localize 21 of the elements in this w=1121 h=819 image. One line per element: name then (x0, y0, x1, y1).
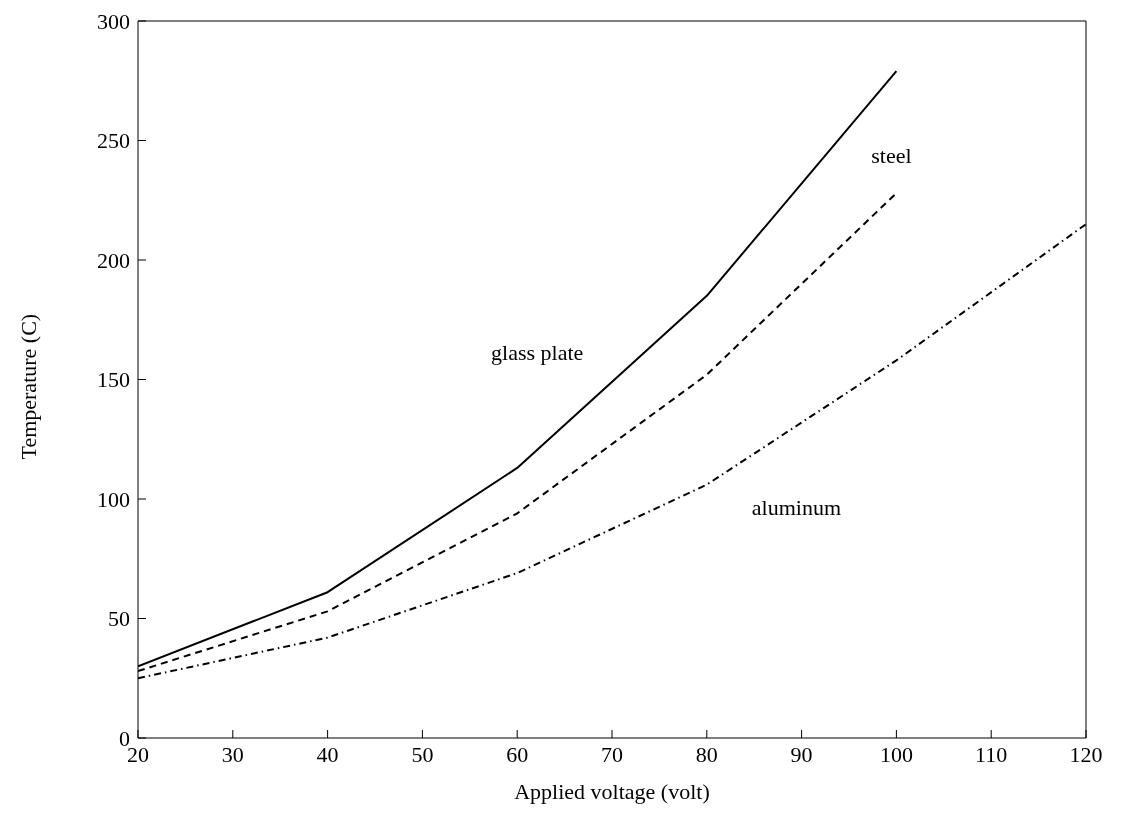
x-tick-label: 80 (695, 741, 718, 767)
series-label: aluminum (751, 495, 842, 521)
x-tick-label: 50 (411, 741, 434, 767)
x-tick-label: 100 (879, 741, 913, 767)
series-label: steel (871, 143, 912, 169)
y-tick-label: 50 (108, 606, 130, 632)
y-tick-label: 100 (97, 486, 130, 512)
y-axis-title: Temperature (C) (15, 313, 41, 460)
x-tick-label: 60 (506, 741, 529, 767)
x-tick-label: 40 (316, 741, 339, 767)
x-tick-label: 30 (221, 741, 244, 767)
x-tick-label: 120 (1069, 741, 1103, 767)
y-tick-label: 300 (97, 8, 130, 34)
y-tick-label: 200 (97, 247, 130, 273)
y-tick-label: 250 (97, 128, 130, 154)
x-tick-label: 70 (601, 741, 623, 767)
y-tick-label: 150 (97, 367, 130, 393)
x-axis-title: Applied voltage (volt) (514, 779, 710, 804)
x-tick-label: 90 (790, 741, 813, 767)
x-tick-label: 110 (975, 741, 1008, 767)
series-label: glass plate (491, 339, 584, 365)
